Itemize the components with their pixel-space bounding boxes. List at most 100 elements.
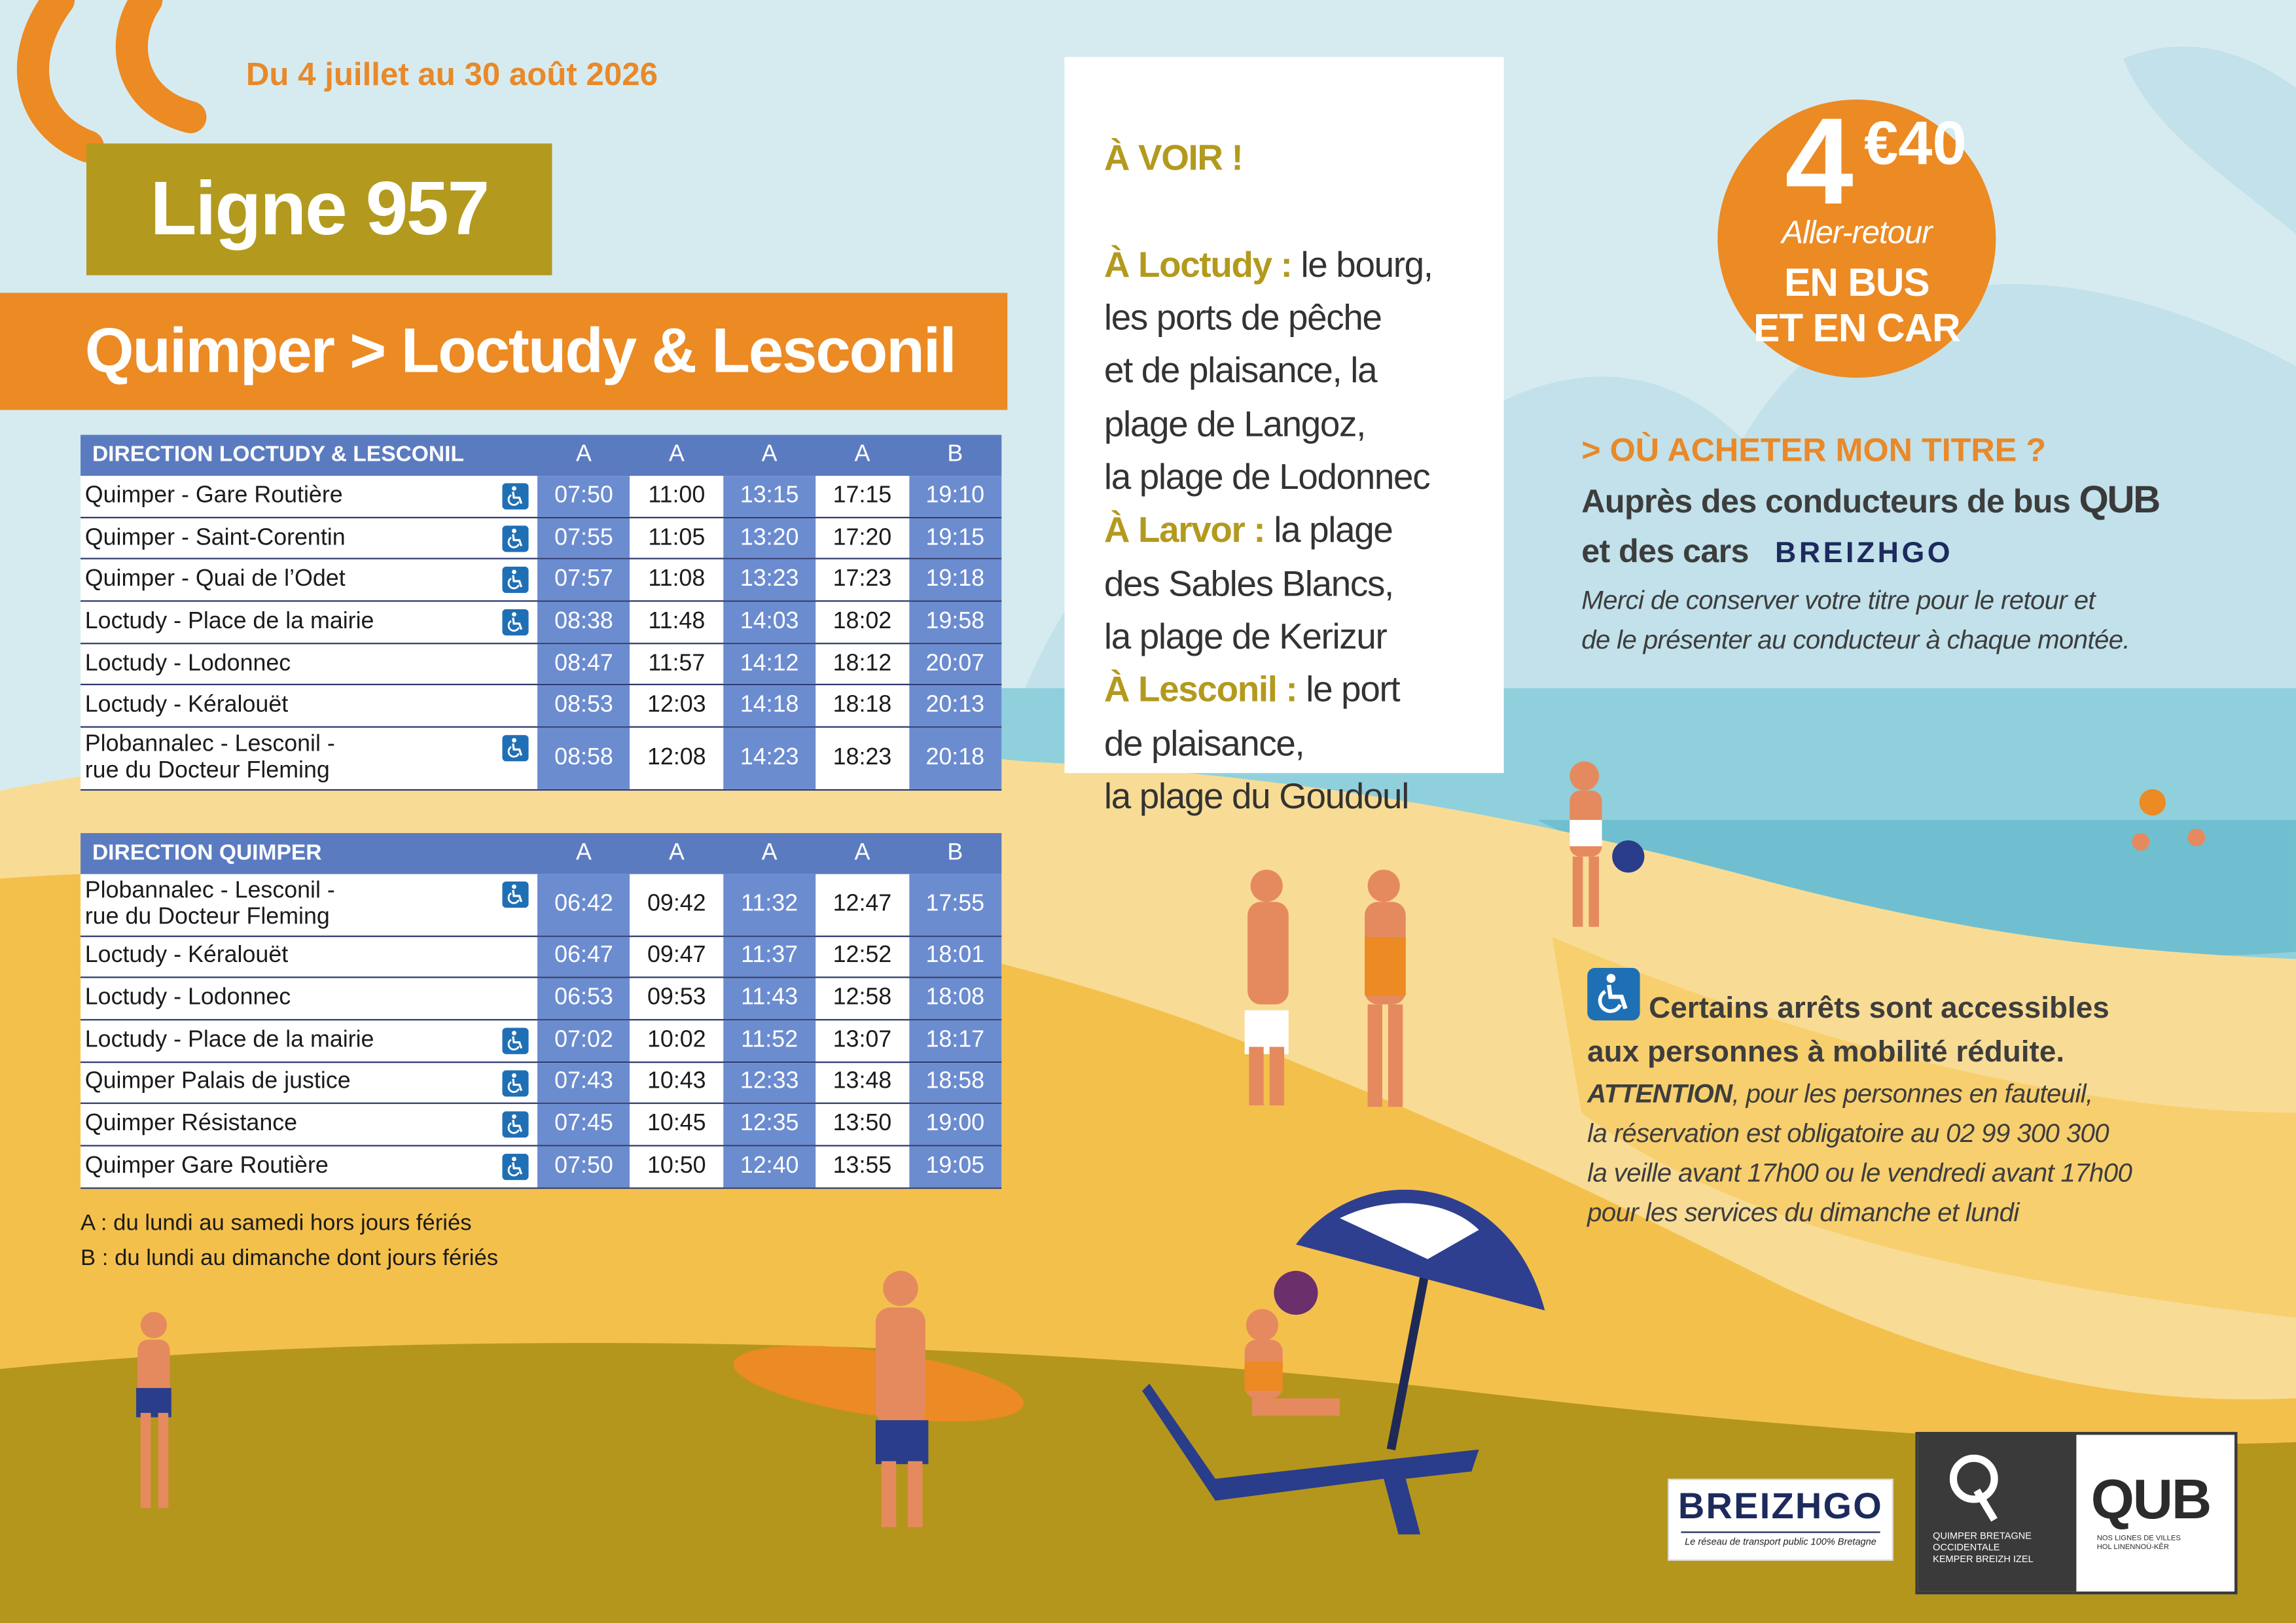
table-row: Quimper Gare Routière 07:50 10:50 12:40 13:5… xyxy=(81,1146,1002,1188)
time-cell: 06:42 xyxy=(537,874,630,935)
time-cell: 08:47 xyxy=(537,643,630,685)
line-number: Ligne 957 xyxy=(86,143,552,276)
time-cell: 11:57 xyxy=(648,651,706,676)
accessibility-icon xyxy=(502,1069,529,1096)
time-cell: 08:53 xyxy=(537,686,630,726)
qub-logo: QUIMPER BRETAGNE OCCIDENTALE KEMPER BREI… xyxy=(1915,1432,2238,1595)
time-cell: 06:47 xyxy=(537,936,630,977)
stop-name: Quimper Palais de justice xyxy=(84,1069,351,1095)
table-row: Quimper - Gare Routière 07:50 11:00 13:15 17… xyxy=(81,476,1002,518)
accessibility-icon xyxy=(502,881,529,908)
purchase-info: > OÙ ACHETER MON TITRE ? Auprès des cond… xyxy=(1581,427,2255,660)
time-cell: 12:03 xyxy=(647,692,706,718)
umbrella xyxy=(1295,1189,1545,1451)
logo-text: BREIZHGO xyxy=(1677,1486,1884,1527)
description: la plage des Sables Blancs, la plage de … xyxy=(1103,511,1394,658)
table-row: Loctudy - Kéralouët 08:53 12:03 14:18 18:18 2… xyxy=(81,686,1002,728)
table-row: Quimper Palais de justice 07:43 10:43 12:33… xyxy=(81,1062,1002,1105)
price-modes: EN BUS ET EN CAR xyxy=(1753,260,1961,350)
purchase-line: et des cars BREIZHGO xyxy=(1581,527,2255,578)
time-cell: 18:12 xyxy=(833,651,892,676)
time-cell: 12:47 xyxy=(833,891,892,916)
dates: Du 4 juillet au 30 août 2026 xyxy=(245,56,658,92)
time-cell: 07:43 xyxy=(537,1062,630,1103)
time-cell: 11:32 xyxy=(723,874,816,935)
table-row: Loctudy - Place de la mairie 08:38 11:48 14… xyxy=(81,601,1002,644)
time-cell: 18:23 xyxy=(833,745,892,770)
time-cell: 11:00 xyxy=(648,482,706,508)
time-cell: 14:12 xyxy=(723,643,816,685)
table-row: Plobannalec - Lesconil - rue du Docteur … xyxy=(81,728,1002,791)
logo-tagline: Le réseau de transport public 100% Breta… xyxy=(1681,1531,1880,1548)
purchase-title: > OÙ ACHETER MON TITRE ? xyxy=(1581,431,2047,469)
timetable: DIRECTION LOCTUDY & LESCONIL A A A A B Quimper… xyxy=(81,435,1002,791)
text: Auprès des conducteurs de bus xyxy=(1581,483,2071,520)
stop-cell: Quimper Palais de justice xyxy=(81,1062,537,1103)
time-cell: 18:17 xyxy=(908,1020,1002,1061)
time-cell: 11:37 xyxy=(723,936,816,977)
time-cell: 20:07 xyxy=(908,643,1002,685)
table-row: Loctudy - Place de la mairie 07:02 10:02 11… xyxy=(81,1020,1002,1063)
to-see-item: À Larvor : la plage des Sables Blancs, l… xyxy=(1104,506,1433,666)
header-cell: A xyxy=(854,840,870,866)
time-cell: 09:42 xyxy=(647,891,706,916)
table-header: DIRECTION LOCTUDY & LESCONIL A A A A B xyxy=(81,435,1002,476)
time-cell: 14:18 xyxy=(723,686,816,726)
accessibility-icon xyxy=(502,567,529,594)
time-cell: 08:58 xyxy=(537,728,630,789)
stop-cell: Quimper Gare Routière xyxy=(81,1147,537,1187)
accessibility-icon xyxy=(502,525,529,552)
time-cell: 10:43 xyxy=(647,1069,706,1095)
time-cell: 17:15 xyxy=(833,482,892,508)
stop-name: Quimper - Quai de l’Odet xyxy=(84,567,346,592)
stop-cell: Plobannalec - Lesconil - rue du Docteur … xyxy=(81,874,537,935)
time-cell: 10:50 xyxy=(647,1153,706,1179)
time-cell: 07:57 xyxy=(537,560,630,601)
ball xyxy=(2139,789,2166,816)
legend: A : du lundi au samedi hors jours fériés… xyxy=(81,1206,498,1276)
place: À Loctudy : xyxy=(1103,245,1293,286)
header-cell: A xyxy=(668,442,685,467)
accessibility-title: Certains arrêts sont accessibles aux per… xyxy=(1587,991,2109,1069)
time-cell: 07:45 xyxy=(537,1104,630,1145)
description: le bourg, les ports de pêche et de plais… xyxy=(1103,245,1433,498)
time-cell: 12:40 xyxy=(723,1146,816,1187)
stop-name: Plobannalec - Lesconil - rue du Docteur … xyxy=(84,732,335,783)
stop-name: Quimper - Gare Routière xyxy=(84,482,343,508)
table-header: DIRECTION QUIMPER A A A A B xyxy=(81,832,1002,874)
time-cell: 09:53 xyxy=(647,985,706,1010)
header-cell: B xyxy=(947,840,963,866)
time-cell: 17:55 xyxy=(908,874,1002,935)
qbo-text: QUIMPER BRETAGNE OCCIDENTALE KEMPER BREI… xyxy=(1933,1531,2034,1565)
stop-name: Plobannalec - Lesconil - rue du Docteur … xyxy=(84,878,335,930)
route: Quimper > Loctudy & Lesconil xyxy=(0,293,1008,410)
stop-name: Loctudy - Kéralouët xyxy=(84,692,289,718)
time-cell: 11:05 xyxy=(648,525,706,550)
header-cell: DIRECTION LOCTUDY & LESCONIL xyxy=(92,442,464,467)
time-cell: 11:48 xyxy=(648,609,706,634)
header-cell: A xyxy=(761,840,778,866)
time-cell: 12:33 xyxy=(723,1062,816,1103)
accessibility-icon xyxy=(502,609,529,636)
time-cell: 10:45 xyxy=(647,1111,706,1137)
time-cell: 08:38 xyxy=(537,601,630,643)
time-cell: 13:48 xyxy=(833,1069,892,1095)
accessibility-icon xyxy=(502,1027,529,1054)
time-cell: 11:43 xyxy=(723,978,816,1019)
qub-tagline: NOS LIGNES DE VILLES HOL LINENNOÙ-KÊR xyxy=(2096,1534,2181,1552)
time-cell: 13:50 xyxy=(833,1111,892,1137)
table-row: Loctudy - Lodonnec 06:53 09:53 11:43 12:58 18… xyxy=(81,978,1002,1021)
brand-qub: QUB xyxy=(2079,477,2161,522)
stop-cell: Loctudy - Lodonnec xyxy=(81,644,537,685)
accessibility-icon xyxy=(1587,967,1640,1021)
breizhgo-logo: BREIZHGO Le réseau de transport public 1… xyxy=(1668,1478,1893,1561)
time-cell: 07:55 xyxy=(537,518,630,559)
legend-item: B : du lundi au dimanche dont jours féri… xyxy=(81,1245,499,1271)
time-cell: 20:18 xyxy=(908,728,1002,789)
time-cell: 12:52 xyxy=(833,943,892,969)
time-cell: 11:08 xyxy=(648,567,706,592)
accessibility-icon xyxy=(502,1111,529,1138)
stop-name: Quimper Gare Routière xyxy=(84,1153,329,1179)
time-cell: 19:58 xyxy=(908,601,1002,643)
